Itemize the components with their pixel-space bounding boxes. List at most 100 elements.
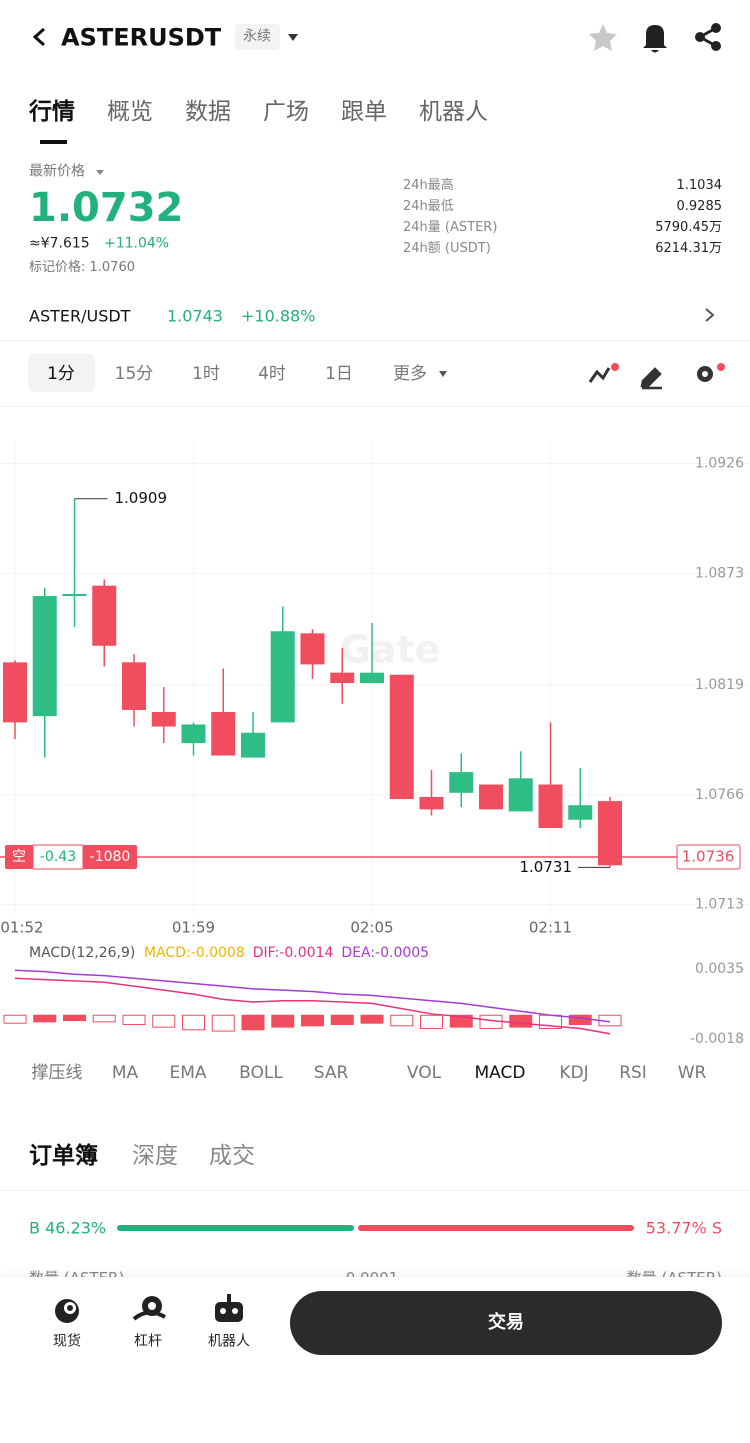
indicator[interactable]: SAR xyxy=(313,1062,349,1083)
divider xyxy=(0,406,750,407)
spot-icon[interactable] xyxy=(55,1299,79,1323)
macd-bar xyxy=(211,1014,235,1032)
candle-body xyxy=(62,593,87,597)
spot-change: +10.88% xyxy=(241,306,316,326)
macd-bar xyxy=(330,1014,354,1026)
star-icon[interactable] xyxy=(589,24,617,51)
y-tick-label: 1.0713 xyxy=(695,897,744,913)
macd-bar xyxy=(420,1014,443,1029)
candle-body xyxy=(270,631,295,723)
high-label: 1.0909 xyxy=(115,489,168,507)
price-label: 最新价格 xyxy=(29,163,85,180)
candle-body xyxy=(32,596,57,717)
caret xyxy=(439,371,447,377)
orderbook-tab[interactable]: 成交 xyxy=(209,1143,255,1170)
caret xyxy=(96,170,104,175)
last-price: 1.0732 xyxy=(29,185,184,231)
tag-bg xyxy=(235,24,280,50)
interval[interactable]: 1分 xyxy=(47,363,75,384)
y-tick-label: -0.0018 xyxy=(690,1031,744,1047)
trade-button-label[interactable]: 交易 xyxy=(488,1312,524,1334)
candle-body xyxy=(3,662,27,723)
indicator[interactable]: VOL xyxy=(406,1062,442,1083)
indicator[interactable]: RSI xyxy=(619,1062,647,1083)
candle-body xyxy=(419,796,444,810)
tab[interactable]: 数据 xyxy=(185,99,231,126)
bot-icon[interactable] xyxy=(215,1294,243,1322)
interval[interactable]: 15分 xyxy=(114,363,154,384)
nav-label[interactable]: 机器人 xyxy=(208,1333,250,1350)
candle-body xyxy=(92,585,117,646)
candle-body xyxy=(598,801,622,866)
position-side-box xyxy=(5,845,33,870)
bell-icon[interactable] xyxy=(643,25,667,53)
indicator[interactable]: KDJ xyxy=(559,1062,589,1083)
candle-body xyxy=(181,724,206,744)
x-tick-label: 01:52 xyxy=(0,919,43,937)
candle-body xyxy=(241,732,265,758)
interval[interactable]: 4时 xyxy=(258,363,286,384)
draw-icon[interactable] xyxy=(640,367,662,390)
watermark: Gate xyxy=(340,628,441,672)
bottom-bar: 现货 杠杆 机器人 交易 xyxy=(0,1277,750,1443)
macd-title: MACD(12,26,9) xyxy=(29,945,135,961)
spot-pair[interactable]: ASTER/USDT xyxy=(29,306,131,326)
y-tick-label: 1.0926 xyxy=(695,455,744,471)
interval[interactable]: 更多 xyxy=(393,363,427,384)
tab[interactable]: 行情 xyxy=(29,99,75,126)
stat-value: 1.1034 xyxy=(676,178,723,194)
change: +11.04% xyxy=(104,235,170,252)
dropdown-icon[interactable] xyxy=(288,34,298,41)
legend-entry: DIF:-0.0014 xyxy=(253,945,334,961)
trade-button[interactable]: 交易 xyxy=(290,1291,722,1355)
y-tick-label: 1.0766 xyxy=(695,787,744,803)
stat-label: 24h量 (ASTER) xyxy=(403,220,498,236)
nav-icons xyxy=(55,1294,243,1323)
indicator[interactable]: EMA xyxy=(169,1062,207,1083)
orderbook-tab[interactable]: 深度 xyxy=(132,1143,178,1170)
macd-bar xyxy=(390,1014,414,1027)
tab[interactable]: 跟单 xyxy=(341,99,387,126)
indicator-icon[interactable] xyxy=(588,363,619,383)
nav-label[interactable]: 现货 xyxy=(53,1333,81,1350)
macd-bar xyxy=(122,1014,146,1026)
indicator[interactable]: MACD xyxy=(474,1062,526,1083)
macd-bar xyxy=(241,1014,265,1031)
interval[interactable]: 1时 xyxy=(192,363,220,384)
nav-label[interactable]: 杠杆 xyxy=(134,1333,162,1350)
stat-value: 5790.45万 xyxy=(655,220,722,236)
sell-bar xyxy=(358,1225,634,1231)
position-size: -1080 xyxy=(90,849,131,865)
macd-bar xyxy=(3,1014,27,1024)
position-size-box xyxy=(83,845,137,870)
y-tick-label: 0.0035 xyxy=(695,961,744,977)
margin-icon[interactable] xyxy=(132,1296,167,1321)
indicator[interactable]: 撑压线 xyxy=(31,1062,83,1083)
x-tick-label: 02:05 xyxy=(350,919,393,937)
tab[interactable]: 机器人 xyxy=(419,99,488,126)
orderbook-tab[interactable]: 订单簿 xyxy=(29,1143,98,1170)
share-icon[interactable] xyxy=(695,23,721,51)
indicator[interactable]: WR xyxy=(677,1062,707,1083)
indicator[interactable]: MA xyxy=(111,1062,139,1083)
divider xyxy=(0,340,750,341)
macd-bar xyxy=(92,1014,116,1023)
chevron[interactable] xyxy=(705,308,715,322)
position-side: 空 xyxy=(12,849,26,865)
macd-bar xyxy=(449,1014,473,1028)
last-price-box xyxy=(676,844,741,870)
tab[interactable]: 概览 xyxy=(107,99,153,126)
indicator[interactable]: BOLL xyxy=(239,1062,283,1083)
stat-label: 24h额 (USDT) xyxy=(403,241,491,257)
interval[interactable]: 1日 xyxy=(325,363,353,384)
stat-value: 0.9285 xyxy=(676,199,723,215)
tab[interactable]: 广场 xyxy=(263,99,309,126)
macd-bar xyxy=(63,1014,86,1022)
settings-icon[interactable] xyxy=(697,363,725,382)
interval-active-bg xyxy=(28,354,95,392)
back-icon[interactable] xyxy=(32,27,45,47)
last-price-label: 1.0736 xyxy=(682,848,735,866)
stat-label: 24h最低 xyxy=(403,199,454,215)
candle-body xyxy=(538,784,563,829)
